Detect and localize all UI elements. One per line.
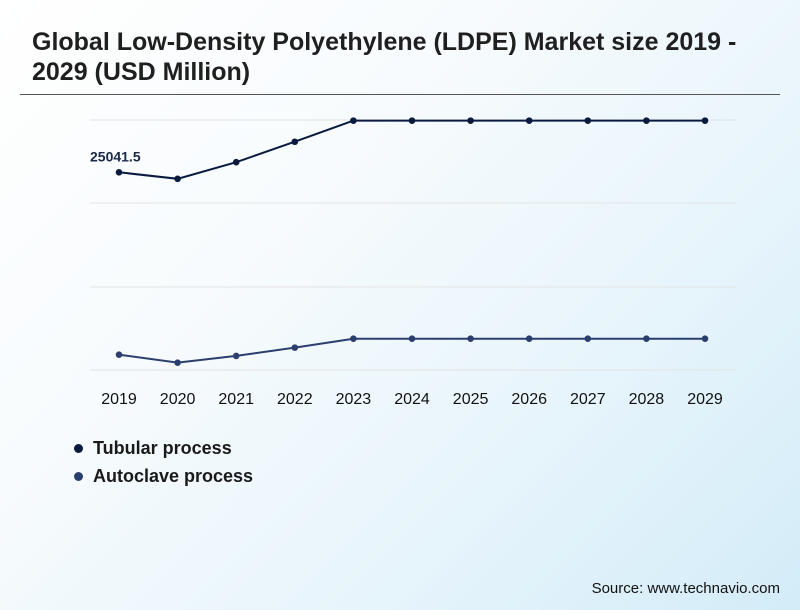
data-point-s1-2024[interactable] <box>408 335 416 342</box>
legend-marker-autoclave <box>74 471 83 481</box>
legend-label-tubular: Tubular process <box>93 437 232 458</box>
data-point-s0-2028[interactable] <box>643 117 650 124</box>
data-point-s0-2020[interactable] <box>174 175 181 183</box>
data-point-s1-2026[interactable] <box>525 335 533 342</box>
legend-label-autoclave: Autoclave process <box>93 465 254 486</box>
data-point-s1-2023[interactable] <box>350 335 357 342</box>
data-point-s1-2028[interactable] <box>643 335 650 342</box>
data-label-0: 25041.5 <box>90 148 141 164</box>
title-divider <box>20 94 780 95</box>
data-point-s1-2019[interactable] <box>115 351 123 358</box>
data-point-s1-2029[interactable] <box>701 335 709 342</box>
x-tick-label-2022: 2022 <box>277 391 313 408</box>
x-tick-label-2026: 2026 <box>511 391 547 408</box>
x-tick-label-2027: 2027 <box>570 391 606 408</box>
x-axis-ticks: 2019 2020 2021 2022 2023 2024 2025 2026 2027 2028… <box>101 391 723 408</box>
x-tick-label-2024: 2024 <box>394 391 430 408</box>
data-point-s0-2019[interactable] <box>115 169 123 176</box>
data-point-s0-2025[interactable] <box>467 117 474 124</box>
data-point-s1-2027[interactable] <box>584 335 592 342</box>
chart-title: Global Low-Density Polyethylene (LDPE) M… <box>32 28 737 86</box>
data-point-s0-2024[interactable] <box>408 117 416 124</box>
data-point-s1-2020[interactable] <box>174 359 181 366</box>
x-tick-label-2020: 2020 <box>160 391 196 408</box>
data-point-s0-2026[interactable] <box>525 117 533 124</box>
x-tick-label-2029: 2029 <box>687 391 723 408</box>
legend-item-autoclave[interactable]: Autoclave process <box>74 462 253 490</box>
legend: Tubular process Autoclave process <box>74 434 253 490</box>
x-tick-label-2021: 2021 <box>218 391 254 408</box>
data-point-s0-2023[interactable] <box>350 117 357 124</box>
x-tick-label-2028: 2028 <box>629 391 665 408</box>
data-point-s0-2027[interactable] <box>584 117 592 124</box>
x-tick-label-2019: 2019 <box>101 391 137 408</box>
data-point-s1-2021[interactable] <box>232 352 240 360</box>
series-line-1 <box>118 337 705 364</box>
data-point-s0-2021[interactable] <box>232 158 240 166</box>
data-point-s1-2025[interactable] <box>467 335 474 342</box>
legend-item-tubular[interactable]: Tubular process <box>74 434 253 462</box>
data-point-s0-2022[interactable] <box>291 138 299 146</box>
data-point-s1-2022[interactable] <box>291 344 299 351</box>
series-line-0 <box>118 119 705 180</box>
grid-lines <box>90 119 736 371</box>
source-note: Source: www.technavio.com <box>591 580 780 597</box>
data-labels: 25041.5 <box>90 148 141 164</box>
legend-marker-tubular <box>74 443 83 453</box>
data-point-s0-2029[interactable] <box>701 117 709 124</box>
x-tick-label-2025: 2025 <box>453 391 489 408</box>
series-layer <box>115 117 709 366</box>
x-tick-label-2023: 2023 <box>336 391 372 408</box>
